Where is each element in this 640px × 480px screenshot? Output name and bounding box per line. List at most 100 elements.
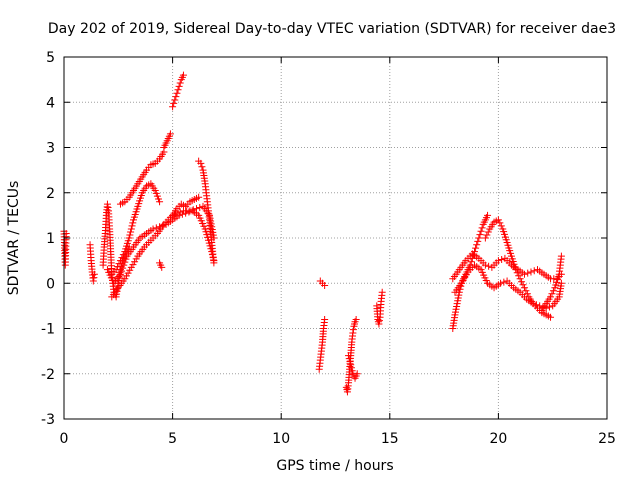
data-point [128, 222, 136, 230]
series-arc-q [373, 288, 386, 328]
data-point [348, 367, 356, 375]
data-point [475, 234, 483, 242]
data-point [176, 79, 184, 87]
data-point [467, 258, 475, 266]
series-arc-t [451, 261, 565, 312]
data-point [346, 358, 354, 366]
data-point [512, 266, 520, 274]
y-tick-label: 4 [46, 95, 55, 111]
data-point [118, 267, 126, 275]
data-point [197, 159, 205, 167]
data-point [122, 255, 130, 263]
data-point [321, 315, 329, 323]
data-point [518, 278, 526, 286]
data-point [548, 290, 556, 298]
data-point [520, 284, 528, 292]
data-point [547, 293, 555, 301]
data-point [347, 364, 355, 372]
data-point [494, 216, 502, 224]
series-arc-m [315, 315, 329, 373]
data-point [126, 231, 134, 239]
y-tick-label: 5 [46, 50, 55, 66]
data-point [112, 266, 120, 274]
data-point [549, 287, 557, 295]
data-point [481, 234, 489, 242]
data-point [473, 241, 481, 249]
series-arc-s [449, 250, 565, 283]
data-point [175, 82, 183, 90]
data-point [104, 203, 112, 211]
series-arc-p [345, 352, 361, 382]
data-point [119, 264, 127, 272]
data-point [175, 211, 183, 219]
data-point [179, 71, 187, 79]
y-tick-label: -3 [41, 412, 55, 428]
data-point [477, 227, 485, 235]
data-point [172, 93, 180, 101]
data-point [497, 279, 505, 287]
series-arc-l [169, 193, 203, 219]
y-tick-label: 3 [46, 141, 55, 157]
series-arc-i [156, 259, 166, 271]
data-points [60, 71, 565, 396]
data-point [90, 274, 98, 282]
data-point [158, 263, 166, 271]
data-point [513, 269, 521, 277]
data-point [478, 224, 486, 232]
data-point [120, 261, 128, 269]
y-tick-label: -1 [41, 322, 55, 338]
data-point [483, 231, 491, 239]
x-tick-label: 10 [272, 431, 290, 447]
data-point [557, 252, 565, 260]
data-point [476, 231, 484, 239]
data-point [494, 257, 502, 265]
data-point [498, 255, 506, 263]
data-point [166, 130, 174, 138]
data-point [89, 277, 97, 285]
data-point [527, 268, 535, 276]
data-point [171, 96, 179, 104]
data-point [127, 225, 135, 233]
series-arc-d [116, 148, 168, 208]
data-point [481, 261, 489, 269]
data-point [557, 279, 565, 287]
y-tick-label: 0 [46, 276, 55, 292]
data-point [524, 269, 532, 277]
data-point [519, 281, 527, 289]
data-point [516, 275, 524, 283]
x-axis-label: GPS time / hours [276, 458, 393, 474]
data-point [545, 303, 553, 311]
data-point [522, 287, 530, 295]
data-point [496, 219, 504, 227]
data-point [149, 225, 157, 233]
series-arc-e [160, 130, 174, 151]
series-arc-v [538, 252, 565, 314]
data-point [195, 193, 203, 201]
data-point [484, 211, 492, 219]
axis-ticks: 0 5 10 15 20 25 -3 -2 -1 0 1 2 3 4 5 [41, 50, 616, 447]
x-tick-label: 0 [60, 431, 69, 447]
data-point [129, 219, 137, 227]
data-point [156, 198, 164, 206]
y-tick-label: 1 [46, 231, 55, 247]
data-point [321, 282, 329, 290]
data-point [523, 290, 531, 298]
data-point [169, 103, 177, 111]
data-point [182, 209, 190, 217]
data-point [497, 222, 505, 230]
series-arc-f [108, 180, 164, 278]
data-point [349, 326, 357, 334]
data-point [349, 329, 357, 337]
data-point [500, 278, 508, 286]
data-point [345, 355, 353, 363]
data-point [198, 163, 206, 171]
data-point [375, 317, 383, 325]
series-arc-n [316, 277, 329, 290]
data-point [532, 301, 540, 309]
data-point [125, 234, 133, 242]
data-point [174, 86, 182, 94]
data-point [173, 89, 181, 97]
data-point [196, 203, 204, 211]
